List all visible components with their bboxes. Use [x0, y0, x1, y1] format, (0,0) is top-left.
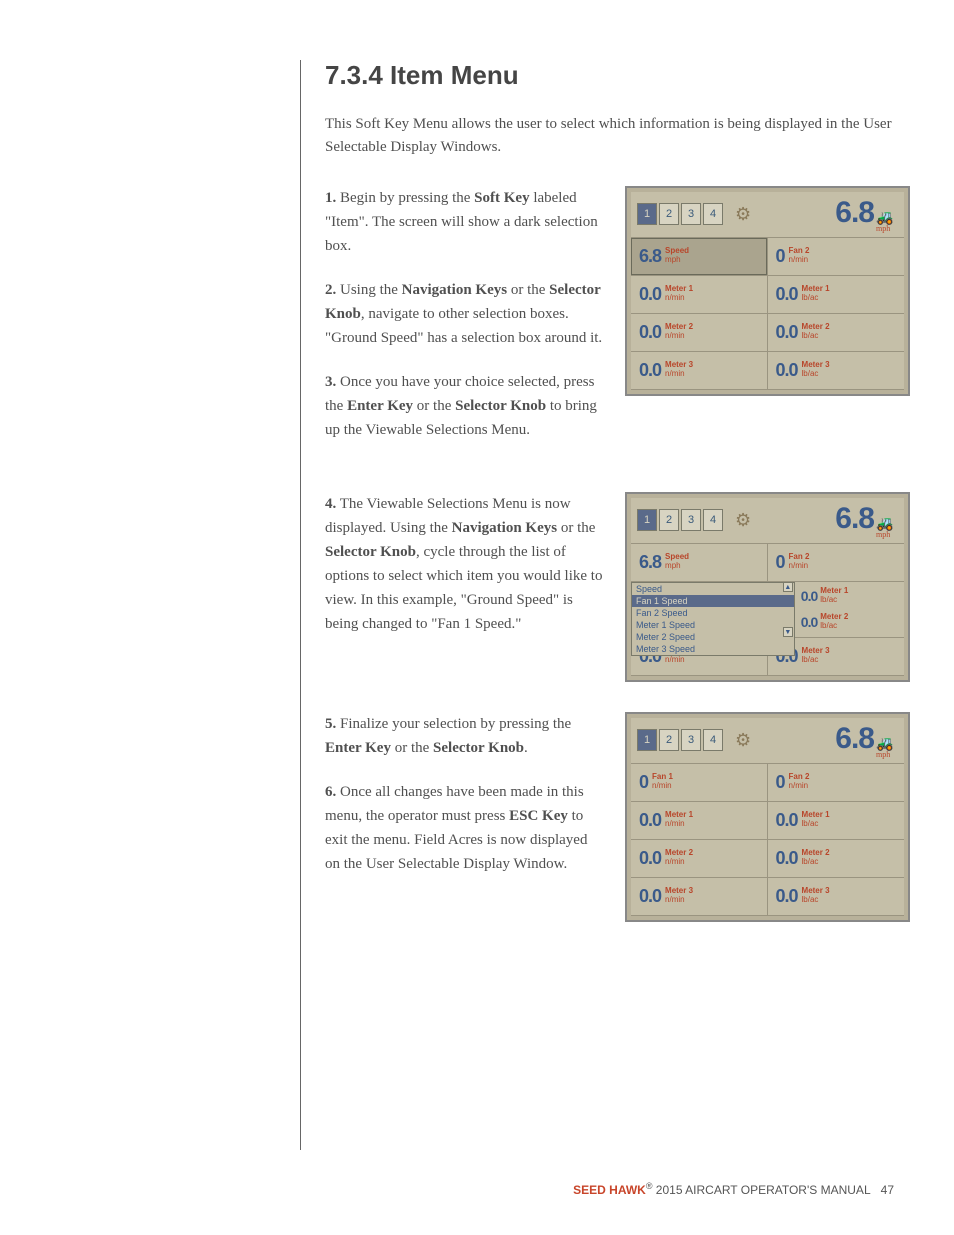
device-screenshot-1: 1 2 3 4 ⚙ 6.8 🚜 mph: [625, 186, 910, 396]
tab-2: 2: [659, 509, 679, 531]
tab-2: 2: [659, 203, 679, 225]
menu-item: Speed: [632, 583, 794, 595]
menu-item: Meter 2 Speed: [632, 631, 794, 643]
cell-fan2: 0 Fan 2n/min: [768, 764, 905, 801]
manual-title: 2015 AIRCART OPERATOR'S MANUAL: [652, 1183, 870, 1197]
page: 7.3.4 Item Menu This Soft Key Menu allow…: [0, 0, 954, 1235]
step-2: 2. Using the Navigation Keys or the Sele…: [325, 278, 605, 350]
tab-4: 4: [703, 509, 723, 531]
cell-meter1b: 0.0 Meter 1lb/ac: [768, 276, 905, 313]
tab-3: 3: [681, 203, 701, 225]
tab-4: 4: [703, 729, 723, 751]
cell-meter1b: 0.0 Meter 1lb/ac: [801, 587, 898, 605]
menu-item: Fan 2 Speed: [632, 607, 794, 619]
cell-speed: 6.8 Speedmph: [631, 544, 768, 581]
step-4: 4. The Viewable Selections Menu is now d…: [325, 492, 605, 636]
figure-3: 1 2 3 4 ⚙ 6.8 🚜 mph: [625, 712, 910, 922]
text-col-2: 4. The Viewable Selections Menu is now d…: [325, 492, 605, 656]
screen-header: 1 2 3 4 ⚙ 6.8 🚜 mph: [631, 718, 904, 763]
menu-item: Meter 1 Speed: [632, 619, 794, 631]
gear-icon: ⚙: [735, 730, 751, 751]
row-1: 1. Begin by pressing the Soft Key labele…: [325, 186, 925, 462]
tab-2: 2: [659, 729, 679, 751]
tab-3: 3: [681, 509, 701, 531]
tractor-icon: 🚜: [876, 736, 898, 750]
cell-fan2: 0 Fan 2n/min: [768, 544, 905, 581]
cell-meter2b: 0.0 Meter 2lb/ac: [768, 840, 905, 877]
figure-1: 1 2 3 4 ⚙ 6.8 🚜 mph: [625, 186, 910, 396]
cell-meter1b: 0.0 Meter 1lb/ac: [768, 802, 905, 839]
main-speed-readout: 6.8 🚜 mph: [835, 502, 898, 539]
cell-meter2b: 0.0 Meter 2lb/ac: [768, 314, 905, 351]
cell-fan2: 0 Fan 2n/min: [768, 238, 905, 275]
cell-fan1: 0 Fan 1n/min: [631, 764, 768, 801]
cell-meter2b: 0.0 Meter 2lb/ac: [801, 613, 898, 631]
intro-text: This Soft Key Menu allows the user to se…: [325, 113, 915, 160]
gear-icon: ⚙: [735, 204, 751, 225]
tab-3: 3: [681, 729, 701, 751]
reading-grid: 6.8 Speedmph 0 Fan 2n/min 0.0: [631, 237, 904, 390]
row-3: 5. Finalize your selection by pressing t…: [325, 712, 925, 922]
step-num: 1.: [325, 190, 336, 206]
step-6: 6. Once all changes have been made in th…: [325, 780, 605, 876]
cell-meter3b: 0.0 Meter 3lb/ac: [768, 352, 905, 389]
cell-meter2a: 0.0 Meter 2n/min: [631, 314, 768, 351]
step-1: 1. Begin by pressing the Soft Key labele…: [325, 186, 605, 258]
cell-meter1a: 0.0 Meter 1n/min: [631, 276, 768, 313]
screen-header: 1 2 3 4 ⚙ 6.8 🚜 mph: [631, 192, 904, 237]
figure-2: 1 2 3 4 ⚙ 6.8 🚜 mph: [625, 492, 910, 682]
cell-meter3a: 0.0 Meter 3n/min: [631, 878, 768, 915]
step-num: 5.: [325, 716, 336, 732]
tab-4: 4: [703, 203, 723, 225]
row-2: 4. The Viewable Selections Menu is now d…: [325, 492, 925, 682]
page-footer: SEED HAWK® 2015 AIRCART OPERATOR'S MANUA…: [573, 1181, 894, 1197]
tab-1: 1: [637, 509, 657, 531]
tab-1: 1: [637, 729, 657, 751]
section-heading: 7.3.4 Item Menu: [325, 60, 925, 91]
brand-name: SEED HAWK: [573, 1183, 646, 1197]
step-num: 2.: [325, 282, 336, 298]
step-5: 5. Finalize your selection by pressing t…: [325, 712, 605, 760]
step-num: 4.: [325, 496, 336, 512]
tractor-icon: 🚜: [876, 516, 898, 530]
gear-icon: ⚙: [735, 510, 751, 531]
menu-item: Meter 3 Speed: [632, 643, 794, 655]
content-area: 7.3.4 Item Menu This Soft Key Menu allow…: [325, 60, 925, 922]
main-speed-readout: 6.8 🚜 mph: [835, 722, 898, 759]
page-number: 47: [881, 1183, 894, 1197]
device-screenshot-3: 1 2 3 4 ⚙ 6.8 🚜 mph: [625, 712, 910, 922]
cell-meter3b: 0.0 Meter 3lb/ac: [768, 878, 905, 915]
cell-meter2a: 0.0 Meter 2n/min: [631, 840, 768, 877]
scroll-down-icon: ▼: [783, 627, 793, 637]
tab-1: 1: [637, 203, 657, 225]
scroll-up-icon: ▲: [783, 582, 793, 592]
selections-menu-row: Speed Fan 1 Speed Fan 2 Speed Meter 1 Sp…: [631, 582, 904, 638]
device-screenshot-2: 1 2 3 4 ⚙ 6.8 🚜 mph: [625, 492, 910, 682]
screen-header: 1 2 3 4 ⚙ 6.8 🚜 mph: [631, 498, 904, 543]
cell-meter1a: 0.0 Meter 1n/min: [631, 802, 768, 839]
cell-meter3a: 0.0 Meter 3n/min: [631, 352, 768, 389]
text-col-1: 1. Begin by pressing the Soft Key labele…: [325, 186, 605, 462]
tractor-icon: 🚜: [876, 210, 898, 224]
cell-speed-selected: 6.8 Speedmph: [631, 238, 768, 275]
menu-item-highlighted: Fan 1 Speed: [632, 595, 794, 607]
viewable-selections-menu: Speed Fan 1 Speed Fan 2 Speed Meter 1 Sp…: [631, 582, 795, 656]
vertical-divider: [300, 60, 301, 1150]
step-3: 3. Once you have your choice selected, p…: [325, 370, 605, 442]
main-speed-readout: 6.8 🚜 mph: [835, 196, 898, 233]
text-col-3: 5. Finalize your selection by pressing t…: [325, 712, 605, 896]
step-num: 6.: [325, 784, 336, 800]
tab-row: 1 2 3 4 ⚙: [637, 203, 751, 225]
step-num: 3.: [325, 374, 336, 390]
